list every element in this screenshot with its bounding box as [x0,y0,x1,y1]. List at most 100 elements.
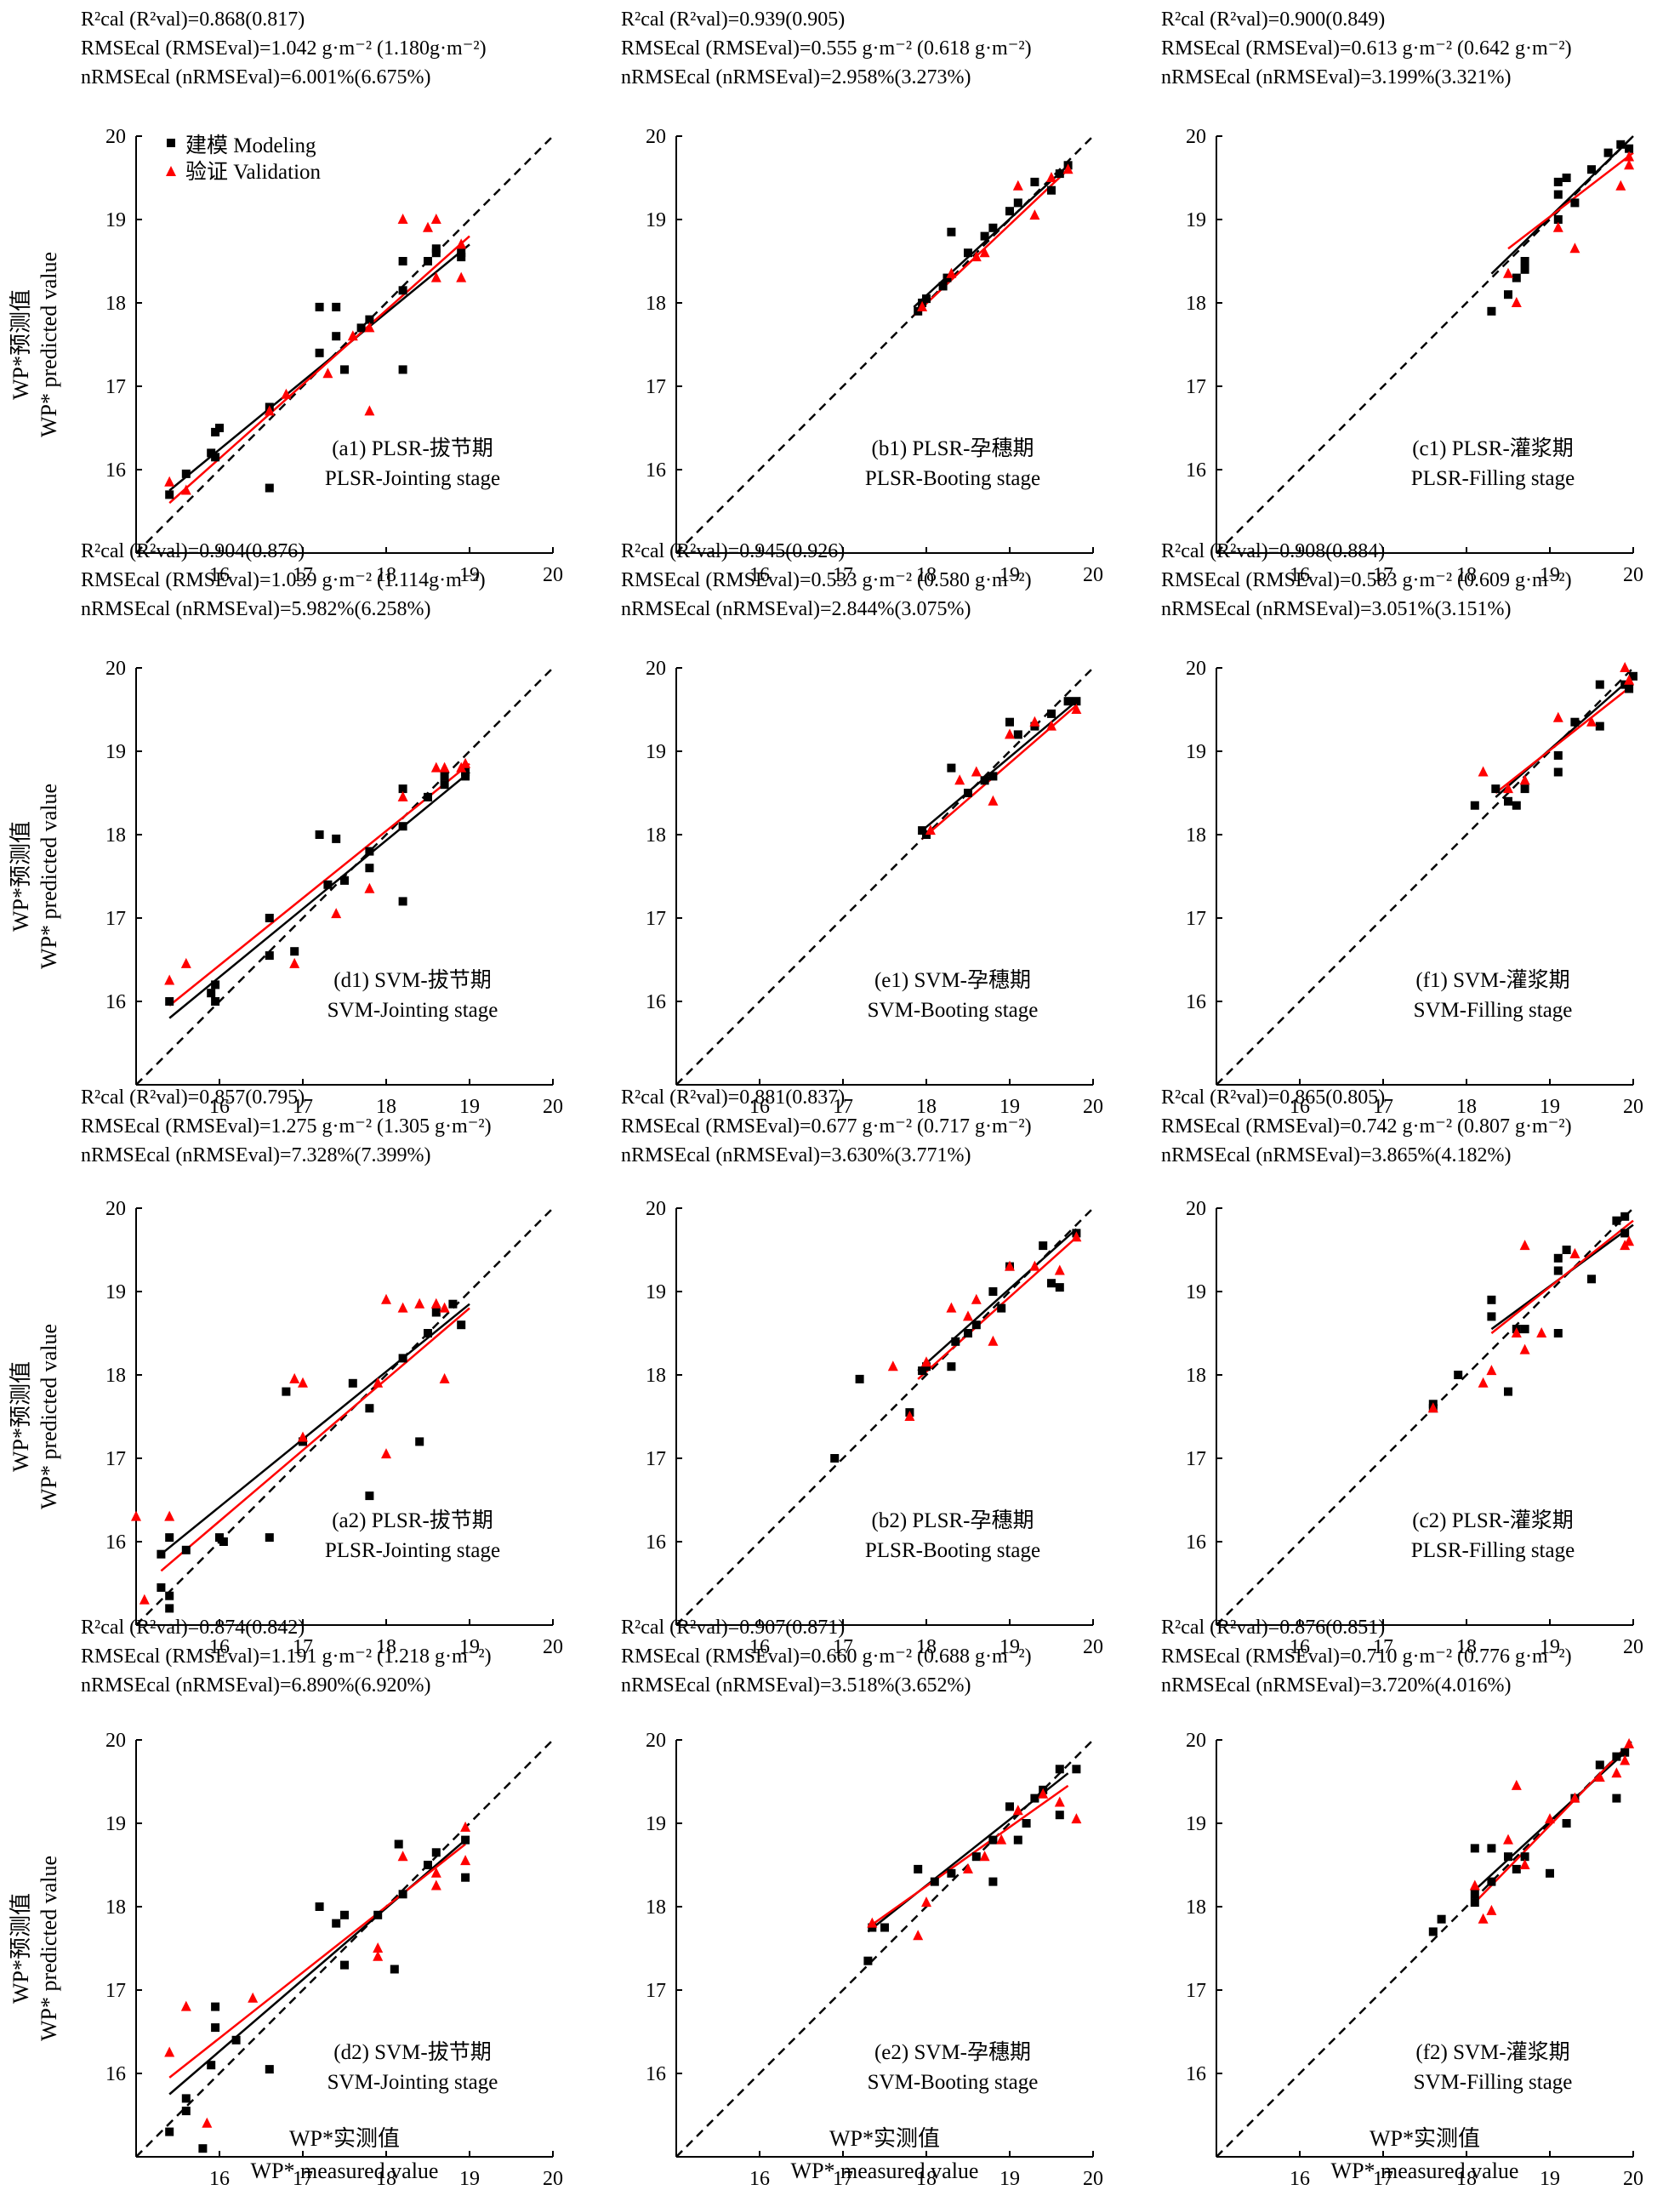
x-tick-label: 17 [1373,564,1393,586]
y-tick-label: 17 [105,1448,126,1470]
x-tick-label: 16 [209,564,230,586]
point-validation [430,1879,441,1891]
point-modeling [373,1910,383,1919]
y-tick-label: 19 [1186,1813,1206,1835]
point-modeling [1546,1868,1554,1878]
point-modeling [1487,306,1496,316]
one-to-one-line [1216,1739,1634,2158]
point-modeling [211,2002,220,2011]
point-modeling [947,1362,956,1372]
point-validation [1511,1327,1522,1337]
point-modeling [332,834,341,843]
y-tick-label: 19 [646,1813,666,1835]
y-tick-label: 19 [105,1281,126,1303]
point-validation [397,1302,408,1313]
y-tick-label: 18 [646,293,666,315]
point-modeling [1553,767,1563,777]
x-tick-label: 18 [1456,1096,1477,1118]
stat-r2: R²cal (R²val)=0.868(0.817) [81,9,305,31]
panel-label-cn: (c1) PLSR-灌浆期 [1412,436,1574,460]
point-modeling [1625,684,1634,693]
legend-label-modeling: 建模 Modeling [185,134,316,157]
y-tick-label: 20 [646,1730,666,1752]
point-modeling [348,1378,357,1388]
point-validation [423,221,433,232]
fit-line-validation [1495,683,1634,794]
point-validation [1586,716,1597,727]
fit-line-validation [168,762,470,1007]
point-validation [904,1411,915,1421]
point-modeling [1504,796,1512,806]
point-validation [1519,1343,1530,1354]
point-modeling [1587,165,1596,174]
point-modeling [1553,177,1563,186]
point-modeling [1595,1760,1604,1770]
stat-r2: R²cal (R²val)=0.857(0.795) [81,1086,305,1109]
point-modeling [1504,1387,1512,1396]
point-modeling [1553,215,1563,224]
stat-r2: R²cal (R²val)=0.865(0.805) [1161,1086,1385,1109]
point-modeling [1487,1877,1496,1886]
point-modeling [165,2127,174,2136]
point-validation [1071,1231,1082,1242]
point-modeling [1620,1748,1630,1757]
stat-rmse: RMSEcal (RMSEval)=0.660 g·m⁻² (0.688 g·m… [621,1645,1032,1668]
point-modeling [1013,730,1022,739]
fit-line-modeling [921,700,1078,832]
y-tick-label: 19 [1186,741,1206,763]
x-tick-label: 18 [1456,564,1477,586]
x-tick-label: 18 [376,1096,396,1118]
stat-rmse: RMSEcal (RMSEval)=0.583 g·m⁻² (0.609 g·m… [1161,569,1572,591]
y-tick-label: 20 [1186,126,1206,148]
stat-r2: R²cal (R²val)=0.900(0.849) [1161,9,1385,31]
point-modeling [157,1583,166,1592]
stat-nrmse: nRMSEcal (nRMSEval)=6.890%(6.920%) [81,1674,431,1697]
y-tick-label: 19 [105,741,126,763]
point-modeling [315,1902,324,1911]
point-modeling [1512,801,1521,810]
stat-rmse: RMSEcal (RMSEval)=1.275 g·m⁻² (1.305 g·m… [81,1115,492,1138]
point-modeling [398,1890,407,1899]
point-validation [331,908,342,919]
point-modeling [947,763,956,773]
y-tick-label: 16 [646,2063,666,2085]
point-modeling [211,453,220,462]
y-tick-label: 16 [646,1531,666,1554]
point-modeling [231,2035,241,2045]
x-tick-label: 19 [1540,1096,1560,1118]
x-axis-label-en: WP* measured value [1331,2159,1519,2183]
x-tick-label: 18 [916,1096,937,1118]
y-tick-label: 19 [1186,1281,1206,1303]
fit-line-validation [867,1784,1069,1929]
point-modeling [1072,1765,1081,1774]
fit-line-validation [168,235,470,505]
point-validation [373,1377,384,1388]
point-validation [1552,711,1563,722]
panel-label-cn: (f2) SVM-灌浆期 [1415,2040,1569,2064]
point-modeling [340,365,349,374]
point-modeling [181,2094,191,2103]
point-modeling [440,772,449,781]
y-tick-label: 16 [105,991,126,1013]
x-tick-label: 16 [749,564,770,586]
point-modeling [1039,1241,1048,1251]
chart-panel-4: R²cal (R²val)=0.904(0.876) RMSEcal (RMSEv… [81,540,563,1118]
y-tick-label: 18 [105,824,126,847]
one-to-one-line [675,1739,1094,2158]
point-modeling [1055,1283,1064,1292]
point-validation [381,1293,391,1304]
x-tick-label: 17 [293,1636,313,1658]
point-modeling [398,897,407,906]
point-validation [954,774,965,785]
point-validation [971,766,982,777]
point-validation [131,1510,141,1521]
point-modeling [1047,1279,1056,1288]
point-modeling [988,1287,998,1296]
point-validation [1478,1377,1489,1388]
x-tick-label: 19 [459,1096,480,1118]
point-modeling [964,248,972,258]
point-modeling [431,244,441,254]
legend-marker-validation [166,166,176,176]
y-tick-label: 16 [105,2063,126,2085]
y-tick-label: 18 [105,1365,126,1387]
